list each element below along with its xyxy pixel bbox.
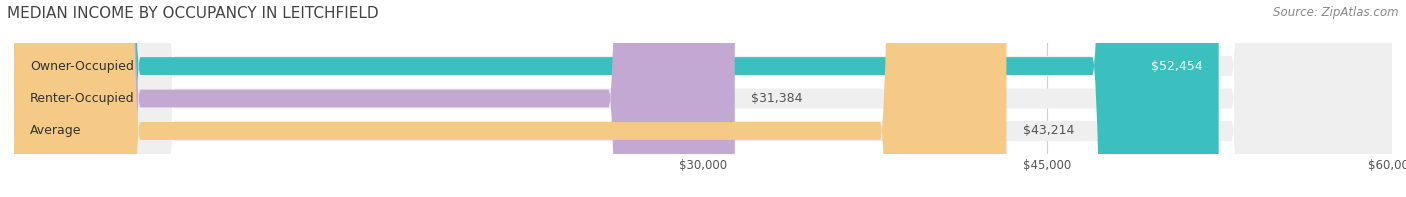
Text: $31,384: $31,384: [751, 92, 803, 105]
FancyBboxPatch shape: [14, 0, 1219, 197]
FancyBboxPatch shape: [14, 0, 735, 197]
Text: Average: Average: [30, 125, 82, 138]
FancyBboxPatch shape: [14, 0, 1392, 197]
Text: $52,454: $52,454: [1152, 59, 1202, 72]
Text: MEDIAN INCOME BY OCCUPANCY IN LEITCHFIELD: MEDIAN INCOME BY OCCUPANCY IN LEITCHFIEL…: [7, 6, 378, 21]
FancyBboxPatch shape: [14, 0, 1392, 197]
Text: Source: ZipAtlas.com: Source: ZipAtlas.com: [1274, 6, 1399, 19]
Text: $43,214: $43,214: [1022, 125, 1074, 138]
FancyBboxPatch shape: [14, 0, 1007, 197]
Text: Renter-Occupied: Renter-Occupied: [30, 92, 135, 105]
Text: Owner-Occupied: Owner-Occupied: [30, 59, 134, 72]
FancyBboxPatch shape: [14, 0, 1392, 197]
